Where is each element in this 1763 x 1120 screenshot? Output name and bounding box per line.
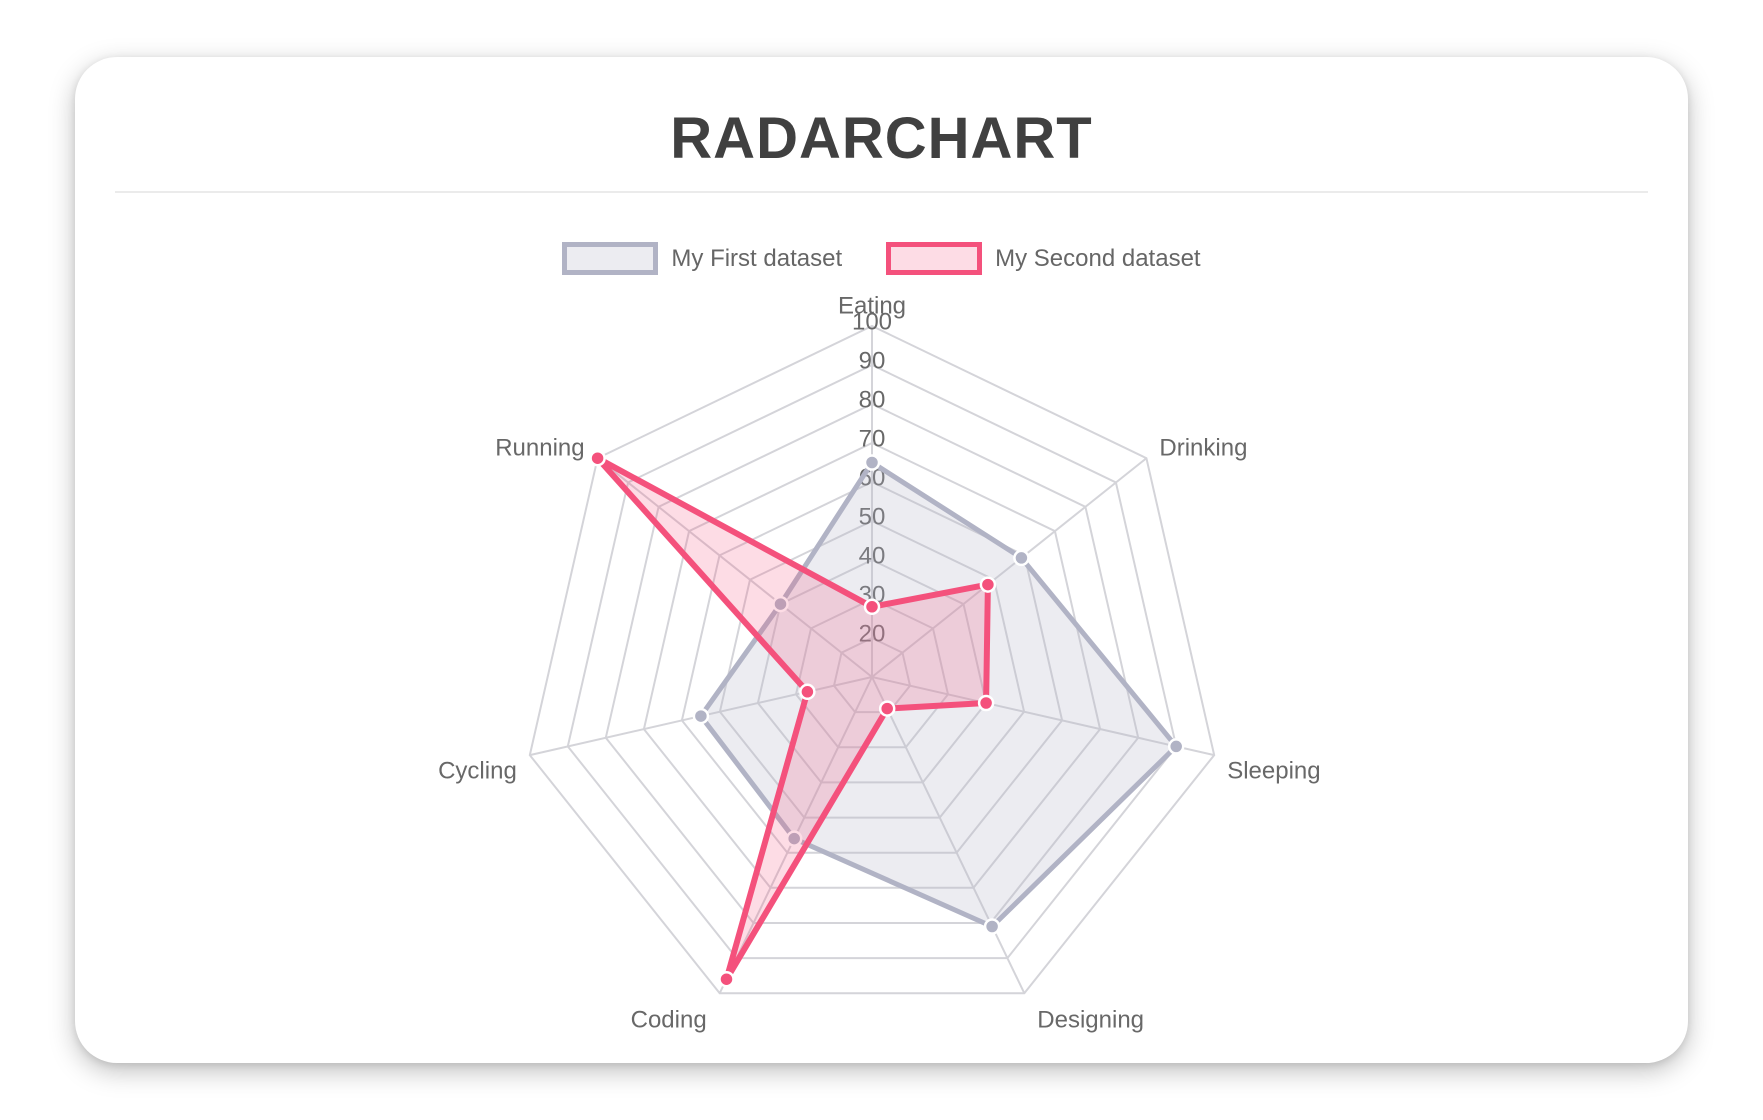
radar-grid-ring xyxy=(642,441,1102,889)
radar-grid-ring xyxy=(528,324,1216,995)
dataset-1-point-running[interactable] xyxy=(772,595,789,613)
dataset-1-point-sleeping[interactable] xyxy=(1167,738,1185,755)
dataset-1-point-eating[interactable] xyxy=(863,454,881,471)
title-divider xyxy=(115,191,1648,193)
radar-axis-spoke xyxy=(871,676,1026,994)
dataset-2-point-cycling[interactable] xyxy=(799,683,816,701)
radar-tick-label: 80 xyxy=(859,387,886,414)
radar-axis-spoke xyxy=(871,457,1148,678)
radar-grid-ring xyxy=(832,636,912,714)
dataset-1-point-drinking[interactable] xyxy=(1013,549,1030,567)
chart-card: RADARCHART My First dataset My Second dat… xyxy=(75,57,1688,1063)
radar-axis-label-coding: Coding xyxy=(631,1007,707,1034)
legend-item-first-dataset[interactable]: My First dataset xyxy=(562,242,842,275)
legend-swatch xyxy=(886,242,983,275)
dataset-2-point-coding[interactable] xyxy=(718,970,735,988)
radar-axis-label-drinking: Drinking xyxy=(1159,435,1247,462)
radar-grid-ring xyxy=(566,363,1178,960)
legend-item-second-dataset[interactable]: My Second dataset xyxy=(886,242,1201,275)
chart-legend: My First dataset My Second dataset xyxy=(75,242,1688,275)
radar-grid-ring xyxy=(794,597,950,749)
page-title: RADARCHART xyxy=(670,106,1093,171)
dataset-2-point-drinking[interactable] xyxy=(979,576,997,593)
radar-grid-ring xyxy=(756,558,988,784)
legend-swatch xyxy=(562,242,659,275)
radar-chart-canvas[interactable]: 2030405060708090100EatingDrinkingSleepin… xyxy=(75,57,1688,1063)
radar-tick-label: 40 xyxy=(859,543,886,570)
dataset-2-point-designing[interactable] xyxy=(878,700,896,717)
radar-tick-label: 100 xyxy=(852,309,892,336)
radar-axis-label-eating: Eating xyxy=(838,293,906,320)
dataset-2-area xyxy=(594,455,991,983)
radar-axis-label-designing: Designing xyxy=(1037,1007,1144,1034)
radar-axis-label-running: Running xyxy=(495,435,584,462)
radar-axis-spoke xyxy=(596,457,873,678)
legend-label: My Second dataset xyxy=(995,244,1201,272)
radar-axis-label-cycling: Cycling xyxy=(438,758,517,785)
legend-label: My First dataset xyxy=(671,244,843,272)
radar-grid-ring xyxy=(604,402,1140,924)
dataset-1-point-cycling[interactable] xyxy=(692,707,710,725)
radar-tick-label: 70 xyxy=(859,426,886,453)
dataset-2-point-running[interactable] xyxy=(589,449,606,467)
dataset-1-point-designing[interactable] xyxy=(983,918,1001,935)
radar-axis-spoke xyxy=(871,676,1215,757)
radar-axis-label-sleeping: Sleeping xyxy=(1227,758,1320,785)
radar-tick-label: 50 xyxy=(859,504,886,531)
dataset-2-point-eating[interactable] xyxy=(863,598,881,616)
radar-tick-label: 20 xyxy=(859,621,886,648)
radar-tick-label: 90 xyxy=(859,348,886,375)
dataset-2-point-sleeping[interactable] xyxy=(977,694,995,712)
radar-grid-ring xyxy=(718,519,1026,819)
dataset-1-point-coding[interactable] xyxy=(785,830,803,847)
